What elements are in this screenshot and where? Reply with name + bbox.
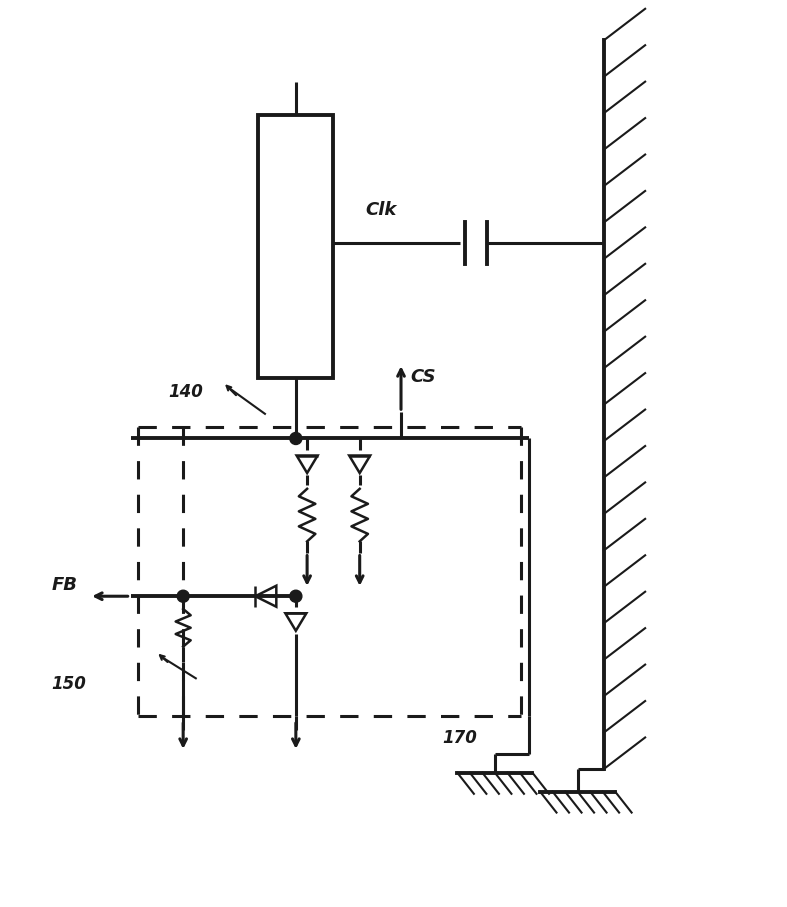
Text: CS: CS bbox=[410, 368, 436, 386]
Text: 170: 170 bbox=[442, 728, 477, 746]
Text: Clk: Clk bbox=[365, 200, 397, 219]
Text: FB: FB bbox=[52, 576, 78, 594]
Bar bbox=[258, 115, 334, 378]
Text: 140: 140 bbox=[168, 383, 203, 401]
Circle shape bbox=[177, 590, 189, 602]
Text: 150: 150 bbox=[52, 676, 87, 693]
Circle shape bbox=[290, 590, 302, 602]
Circle shape bbox=[290, 433, 302, 444]
